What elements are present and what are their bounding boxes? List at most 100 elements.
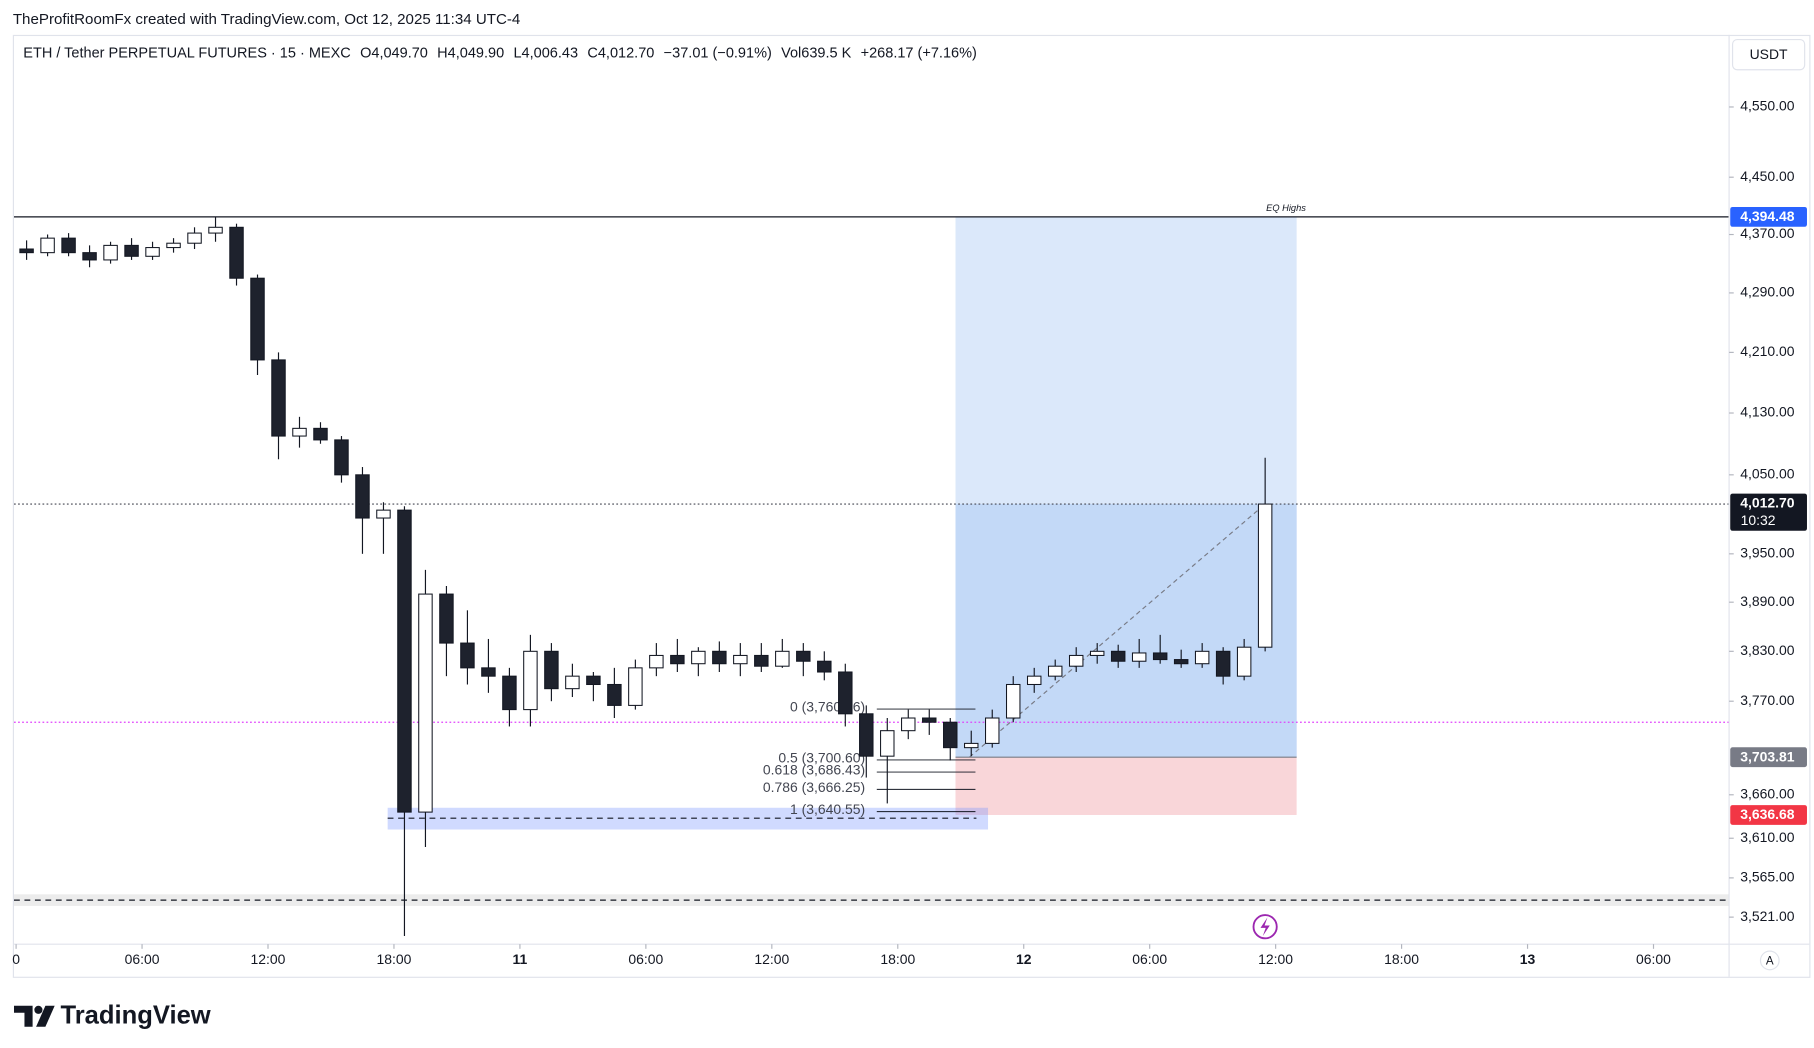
open-profit-area — [955, 504, 1297, 758]
candle-body — [397, 509, 412, 813]
currency[interactable]: USDT — [1750, 46, 1788, 62]
candle-body — [775, 650, 790, 667]
candle-body — [187, 232, 202, 244]
axes: 4,550.00 4,450.00 4,370.00 4,290.00 4,210.00… — [12, 34, 1810, 977]
candle-body — [796, 650, 811, 662]
candle-body — [754, 654, 769, 667]
y-tick-label: 3,890.00 — [1740, 593, 1795, 609]
candle-body — [61, 237, 76, 254]
symbol-title: ETH / Tether PERPETUAL FUTURES · 15 · ME… — [23, 45, 350, 61]
legend: ETH / Tether PERPETUAL FUTURES · 15 · ME… — [23, 45, 977, 61]
candle-body — [103, 244, 118, 261]
attribution: TheProfitRoomFx created with TradingView… — [13, 11, 521, 28]
candle-body — [334, 439, 349, 476]
y-tick-label: 4,550.00 — [1740, 98, 1795, 114]
x-tick-label: 12:00 — [754, 951, 789, 967]
price-label: 4,012.70 — [1740, 495, 1795, 511]
candle-body — [523, 650, 538, 711]
y-tick-label: 3,565.00 — [1740, 869, 1795, 885]
candle-body — [1236, 646, 1252, 677]
price-label-box — [1730, 206, 1807, 227]
y-tick-label: 4,450.00 — [1740, 168, 1795, 184]
x-tick-label: 0 — [12, 951, 20, 967]
stop-area — [955, 757, 1297, 815]
candle-body — [166, 242, 181, 249]
candle-body — [943, 721, 958, 749]
countdown: 10:32 — [1741, 512, 1776, 528]
candle-body — [1089, 650, 1105, 656]
candle-body — [985, 717, 1000, 744]
logo-mark — [34, 1005, 43, 1014]
currency-button[interactable] — [1731, 38, 1806, 71]
brand: TradingView — [61, 1002, 211, 1030]
x-tick-label: 13 — [1520, 951, 1536, 967]
candle-body — [628, 667, 643, 706]
candle-body — [607, 683, 622, 706]
candle-body — [1215, 650, 1231, 677]
price-label: 3,636.68 — [1740, 806, 1795, 822]
level-band — [13, 894, 1730, 906]
alert-bolt[interactable] — [1260, 917, 1270, 937]
auto-scale-button[interactable] — [1759, 950, 1780, 971]
candle-body — [208, 226, 223, 234]
candle-body — [1110, 650, 1126, 662]
candle-body — [460, 642, 475, 669]
alert-icon[interactable] — [1252, 914, 1278, 940]
x-tick-label: 18:00 — [1384, 951, 1419, 967]
x-tick-label: 06:00 — [628, 951, 663, 967]
y-tick-label: 4,370.00 — [1740, 225, 1795, 241]
legend-value: C4,012.70 — [587, 45, 654, 61]
x-tick-label: 12:00 — [251, 951, 286, 967]
fib-label: 0.5 (3,700.60) — [778, 749, 865, 765]
candle-body — [733, 654, 748, 665]
legend-value: H4,049.90 — [437, 45, 504, 61]
legend-value: O4,049.70 — [360, 45, 428, 61]
price-label: 4,394.48 — [1740, 208, 1795, 224]
y-tick-label: 3,660.00 — [1740, 785, 1795, 801]
candle-body — [565, 675, 580, 690]
candle-body — [124, 244, 139, 257]
candle-body — [1131, 652, 1147, 662]
candle-body — [838, 671, 853, 715]
candle-body — [418, 593, 433, 813]
candle-body — [271, 359, 286, 437]
auto-scale-label[interactable]: A — [1766, 955, 1774, 968]
brand-logo — [13, 1005, 55, 1027]
candle-body — [250, 277, 265, 361]
y-tick-label: 4,210.00 — [1740, 343, 1795, 359]
candle-body — [586, 675, 601, 686]
logo-mark — [13, 1005, 33, 1027]
candle-body — [922, 717, 937, 723]
candle-body — [292, 427, 307, 437]
x-tick-label: 12 — [1016, 951, 1032, 967]
candle-body — [313, 427, 328, 441]
candle-body — [1173, 659, 1189, 665]
y-tick-label: 3,950.00 — [1740, 545, 1795, 561]
candle-body — [649, 654, 664, 669]
logo-mark — [36, 1005, 55, 1027]
fib-label: 1 (3,640.55) — [790, 801, 865, 817]
candle-body — [19, 248, 34, 254]
legend-value: L4,006.43 — [513, 45, 578, 61]
y-tick-label: 3,770.00 — [1740, 692, 1795, 708]
candle-body — [670, 654, 685, 665]
chart-frame — [12, 34, 1811, 978]
candle-body — [880, 730, 895, 757]
candle-body — [502, 675, 517, 711]
candle-body — [1047, 665, 1063, 677]
candle-body — [901, 717, 916, 732]
y-tick-label: 3,521.00 — [1740, 908, 1795, 924]
candle-body — [40, 237, 55, 254]
y-tick-label: 3,610.00 — [1740, 829, 1795, 845]
candle-body — [1152, 652, 1168, 661]
candle-body — [229, 226, 244, 279]
x-tick-label: 06:00 — [1132, 951, 1167, 967]
legend-value: +268.17 (+7.16%) — [861, 45, 977, 61]
candle-body — [859, 713, 874, 757]
plot-area: EQ Highs 0 (3,760.66) 0.5 (3,700.60)0.618 … — [13, 203, 1730, 937]
x-tick-label: 18:00 — [880, 951, 915, 967]
candle-body — [1005, 683, 1021, 719]
y-tick-label: 4,050.00 — [1740, 466, 1795, 482]
